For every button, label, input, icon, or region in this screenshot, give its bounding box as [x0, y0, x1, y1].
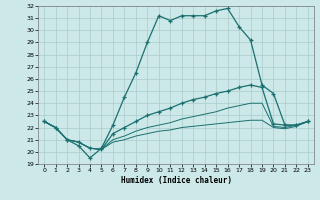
X-axis label: Humidex (Indice chaleur): Humidex (Indice chaleur)	[121, 176, 231, 185]
